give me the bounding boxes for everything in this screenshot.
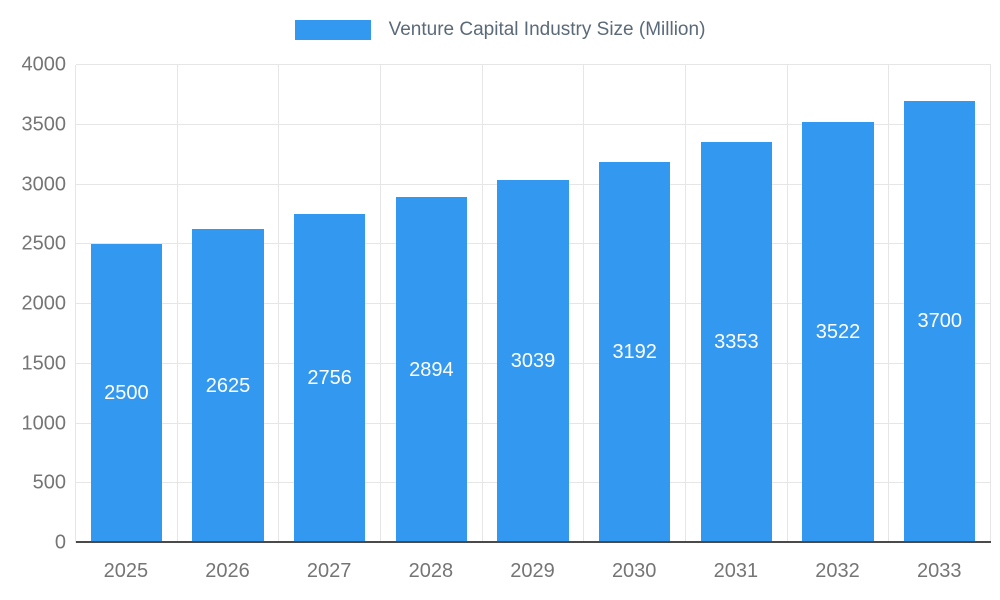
bar-value-label: 3353 [714, 331, 759, 354]
legend-label: Venture Capital Industry Size (Million) [388, 19, 706, 40]
chart-column: 3700 [889, 65, 992, 543]
chart-column: 2756 [279, 65, 382, 543]
bar-value-label: 2894 [409, 358, 454, 381]
horizontal-gridline [76, 123, 991, 125]
bar-2029: 3039 [497, 179, 569, 543]
bar-2032: 3522 [802, 122, 874, 543]
bar-2028: 2894 [395, 197, 468, 543]
x-tick-label: 2028 [408, 560, 454, 582]
bar-2030: 3192 [598, 161, 671, 543]
y-axis-labels: 0 500 1000 1500 2000 2500 3000 3500 4000 [0, 54, 67, 554]
chart-column: 3039 [483, 65, 585, 543]
bar-value-label: 2625 [205, 374, 251, 397]
bar-2033: 3700 [903, 100, 976, 543]
bar-2031: 3353 [700, 142, 773, 543]
x-axis-line [76, 541, 991, 543]
y-tick-label: 4000 [21, 53, 67, 76]
bar-value-label: 3039 [510, 349, 556, 372]
bar-value-label: 2756 [307, 366, 352, 389]
y-tick-label: 1000 [21, 412, 67, 434]
x-tick-label: 2026 [205, 560, 250, 582]
bar-2027: 2756 [293, 213, 366, 543]
y-tick-label: 1500 [21, 352, 67, 375]
bar-2026: 2625 [192, 229, 264, 543]
x-tick-label: 2032 [815, 560, 860, 582]
y-tick-label: 0 [54, 531, 66, 554]
x-tick-label: 2033 [916, 560, 962, 582]
bar-cells: 2500 2625 2756 2894 3039 3192 3353 3522 3700 [76, 65, 992, 543]
chart-column: 3353 [686, 65, 788, 543]
x-axis-labels: 2025 2026 2027 2028 2029 2030 2031 2032 2033 [75, 560, 990, 583]
bar-value-label: 3700 [917, 310, 962, 333]
y-tick-label: 500 [32, 471, 66, 494]
x-tick-label: 2031 [713, 560, 759, 582]
bar-value-label: 3192 [612, 340, 657, 363]
x-tick-label: 2025 [103, 560, 149, 582]
x-tick-label: 2030 [611, 560, 657, 582]
chart-column: 2625 [178, 65, 280, 543]
chart-column: 2894 [381, 65, 483, 543]
y-tick-label: 2500 [21, 232, 67, 255]
y-tick-label: 3500 [21, 113, 67, 136]
chart-column: 3192 [584, 65, 687, 543]
chart-column: 2500 [76, 65, 178, 543]
x-tick-label: 2027 [306, 560, 352, 582]
y-tick-label: 2000 [21, 292, 67, 315]
chart-legend: Venture Capital Industry Size (Million) [0, 16, 1000, 44]
chart-column: 3522 [788, 65, 890, 543]
horizontal-gridline [76, 64, 991, 65]
x-tick-label: 2029 [510, 560, 555, 582]
bar-value-label: 3522 [815, 321, 861, 344]
plot-area: 2500 2625 2756 2894 3039 3192 3353 3522 3700 [75, 64, 992, 543]
bar-value-label: 2500 [104, 382, 149, 405]
bar-2025: 2500 [90, 244, 163, 543]
y-tick-label: 3000 [21, 173, 67, 195]
legend-swatch [294, 20, 371, 40]
